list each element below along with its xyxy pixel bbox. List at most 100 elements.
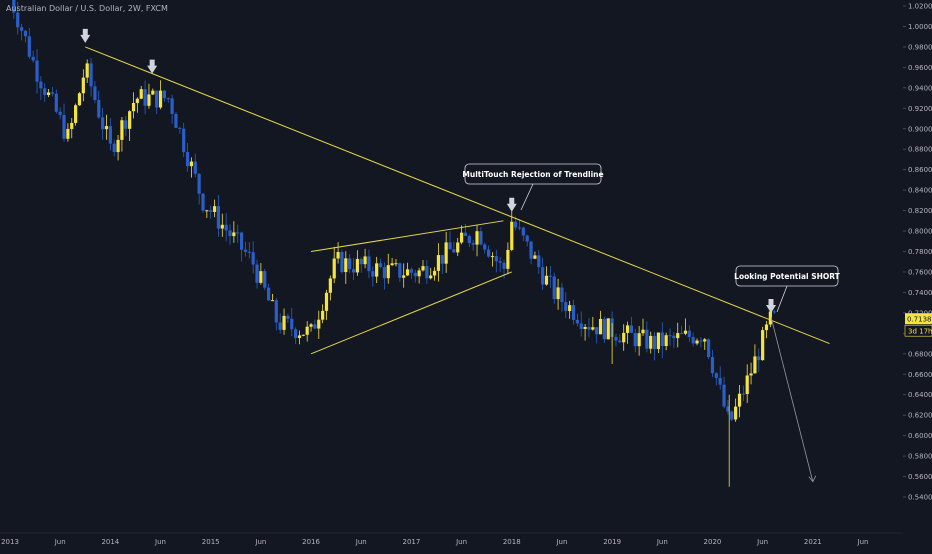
candle <box>232 221 236 243</box>
candle <box>390 257 394 267</box>
candle-body <box>598 318 603 335</box>
candle-body <box>77 93 82 106</box>
candle-body <box>398 263 402 278</box>
candle <box>35 48 39 94</box>
candle <box>151 88 155 95</box>
candle-body <box>525 235 529 242</box>
candle <box>236 224 240 243</box>
candle <box>687 325 691 342</box>
candle-body <box>618 340 622 343</box>
time-axis[interactable]: 2013 Jun 2014 Jun 2015 Jun 2016 Jun 2017 Jun 2018 J… <box>0 532 903 546</box>
candle-body <box>286 315 290 319</box>
candle-body <box>201 193 205 211</box>
candle-body <box>185 152 190 167</box>
candle <box>436 243 441 282</box>
candle-body <box>637 333 641 347</box>
candle <box>158 80 163 110</box>
candle <box>679 325 684 335</box>
candle-body <box>224 224 228 231</box>
candle-body <box>27 36 31 57</box>
candle-body <box>405 269 410 276</box>
touch-markers-layer <box>80 28 777 313</box>
candle-body <box>707 339 711 358</box>
candle-body <box>174 113 178 128</box>
candle <box>239 231 244 262</box>
candle-body <box>641 329 645 334</box>
candle <box>46 88 51 98</box>
candle-body <box>541 267 545 285</box>
candle <box>290 307 294 337</box>
candle <box>459 225 464 245</box>
candle <box>89 58 93 97</box>
candle <box>50 86 55 97</box>
candle <box>267 283 271 301</box>
candle <box>710 349 715 378</box>
candle-body <box>359 258 363 265</box>
candle <box>683 318 688 336</box>
candle-body <box>147 94 151 106</box>
candle-body <box>560 287 564 303</box>
candle <box>483 242 487 254</box>
candle-body <box>139 89 143 99</box>
candle <box>201 192 205 213</box>
candle-body <box>74 105 78 123</box>
candle-body <box>239 232 244 250</box>
candle-body <box>417 270 421 277</box>
candle-body <box>255 264 259 283</box>
candle-body <box>70 122 74 129</box>
candle-body <box>16 12 20 28</box>
candle-body <box>205 210 209 212</box>
candle <box>205 209 209 218</box>
current-price-bg <box>905 313 932 325</box>
candle <box>317 310 321 339</box>
candle <box>309 323 313 332</box>
candle-body <box>50 92 55 94</box>
candle <box>185 142 190 172</box>
countdown-label: 3d 17h <box>908 328 932 336</box>
candle <box>243 241 248 257</box>
time-tick-label: 2019 <box>603 538 621 546</box>
candle <box>564 292 568 319</box>
candle <box>378 258 383 269</box>
candle <box>672 332 676 349</box>
candle-body <box>730 411 734 420</box>
candle-body <box>517 227 522 229</box>
candle <box>533 251 537 260</box>
candle-body <box>135 98 139 103</box>
candle-body <box>471 243 475 245</box>
candle <box>575 313 579 327</box>
candle <box>216 195 221 237</box>
candle <box>622 324 626 351</box>
candle-body <box>552 276 556 300</box>
candle <box>112 139 116 157</box>
candle <box>772 309 776 314</box>
candle-body <box>413 272 417 277</box>
candle <box>467 234 471 248</box>
candle <box>598 310 603 335</box>
candle <box>74 103 78 126</box>
candle <box>135 97 139 113</box>
candle <box>19 23 24 41</box>
candle-body <box>243 249 248 252</box>
candle-body <box>498 261 502 263</box>
candle-body <box>714 373 718 378</box>
candle <box>664 332 668 351</box>
candle <box>641 318 645 337</box>
time-tick-label: Jun <box>756 538 768 546</box>
candle-body <box>521 227 525 236</box>
time-tick-label: Jun <box>355 538 367 546</box>
candle <box>529 241 533 265</box>
candle-body <box>116 139 120 153</box>
candle <box>718 366 722 390</box>
candle <box>39 76 43 101</box>
